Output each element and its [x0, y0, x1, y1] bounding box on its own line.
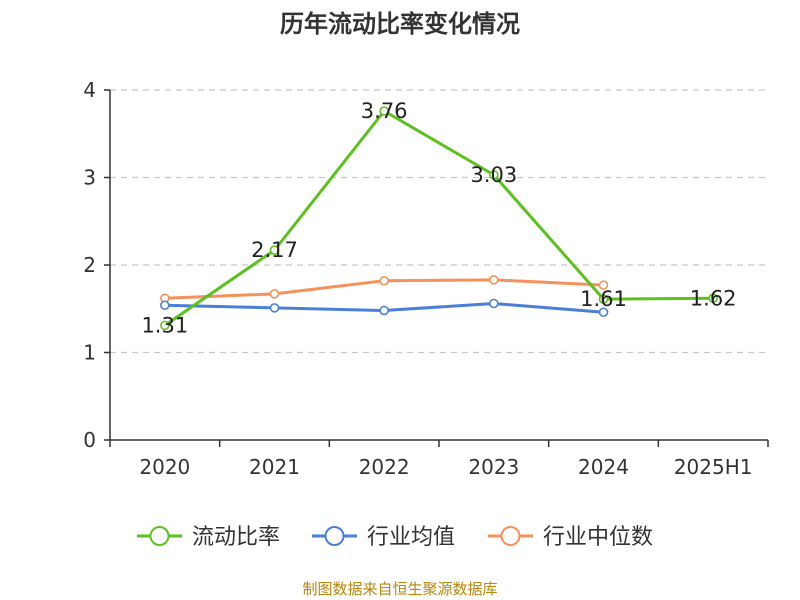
chart-title: 历年流动比率变化情况	[280, 10, 520, 38]
data-point	[269, 245, 280, 255]
y-tick-label: 3	[83, 166, 96, 190]
data-point	[269, 289, 280, 299]
legend[interactable]: 流动比率 行业均值 行业中位数	[137, 525, 653, 550]
legend-item[interactable]: 流动比率	[137, 525, 280, 550]
x-tick-label: 2023	[468, 455, 519, 479]
y-tick-label: 2	[83, 253, 96, 277]
data-point	[489, 275, 499, 285]
data-point	[598, 280, 609, 290]
axes: 0 1 2 3 4 2020 2021 2022 2023 2024 2025H1	[83, 78, 769, 479]
x-tick-label: 2022	[359, 455, 410, 479]
data-point	[708, 293, 718, 304]
data-point	[598, 307, 609, 318]
data-labels: 1.31 2.17 3.76 3.03 1.61 1.62	[141, 99, 736, 337]
data-point	[489, 298, 499, 309]
data-point	[489, 170, 499, 180]
x-tick-label: 2020	[139, 455, 190, 479]
y-tick-label: 4	[83, 78, 96, 102]
source-note: 制图数据来自恒生聚源数据库	[302, 580, 498, 598]
legend-marker	[500, 526, 521, 546]
legend-item[interactable]: 行业中位数	[488, 525, 653, 550]
data-point	[379, 275, 389, 286]
y-tick-label: 0	[83, 428, 96, 452]
data-label: 1.62	[690, 286, 737, 310]
legend-label: 行业中位数	[543, 525, 653, 550]
data-point	[160, 300, 170, 311]
legend-label: 行业均值	[367, 525, 455, 550]
data-label: 3.03	[470, 163, 517, 187]
data-label: 3.76	[361, 99, 408, 123]
series-lines	[160, 106, 718, 331]
legend-item[interactable]: 行业均值	[312, 525, 455, 550]
x-tick-label: 2025H1	[674, 455, 753, 479]
y-tick-label: 1	[83, 341, 96, 365]
series-line	[163, 109, 714, 327]
data-point	[379, 305, 389, 316]
legend-marker	[324, 526, 345, 546]
x-tick-label: 2024	[578, 455, 629, 479]
data-point	[269, 303, 280, 313]
data-point	[160, 320, 170, 331]
data-point	[379, 106, 389, 116]
data-label: 1.31	[141, 313, 188, 337]
data-label: 2.17	[251, 238, 298, 262]
data-label: 1.61	[580, 287, 627, 311]
legend-marker	[149, 526, 170, 546]
x-tick-label: 2021	[249, 455, 300, 479]
legend-label: 流动比率	[192, 525, 280, 550]
data-point	[598, 294, 609, 304]
gridlines	[110, 89, 768, 354]
